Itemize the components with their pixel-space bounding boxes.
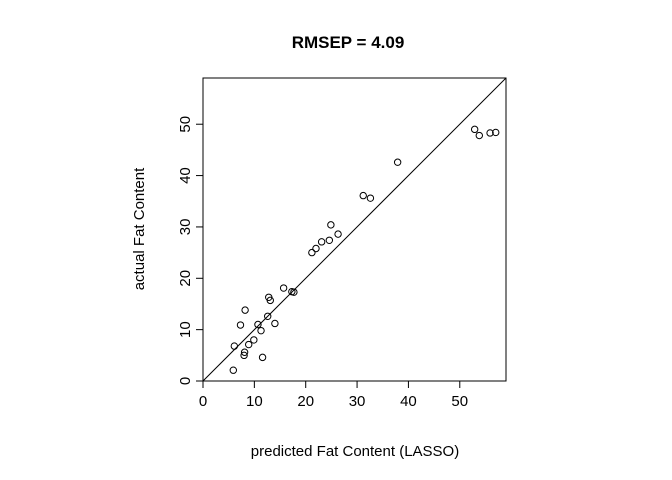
y-tick-label: 30 xyxy=(177,219,194,236)
data-point-3 xyxy=(240,351,248,360)
identity-reference-line xyxy=(202,77,507,382)
data-point-23 xyxy=(334,230,342,238)
y-tick-label: 20 xyxy=(177,270,194,287)
plot-frame xyxy=(202,77,507,382)
data-point-7 xyxy=(250,336,258,344)
x-axis-label: predicted Fat Content (LASSO) xyxy=(251,443,459,460)
data-point-14 xyxy=(271,319,279,328)
y-axis-label: actual Fat Content xyxy=(131,167,148,290)
data-point-11 xyxy=(264,312,272,320)
x-tick-label: 40 xyxy=(400,393,417,410)
y-tick-label: 0 xyxy=(177,377,194,385)
data-point-8 xyxy=(254,320,262,329)
x-tick-label: 10 xyxy=(246,393,263,410)
data-point-25 xyxy=(366,194,375,202)
data-point-1 xyxy=(230,342,239,350)
data-point-21 xyxy=(325,236,334,244)
y-tick-label: 10 xyxy=(177,321,194,338)
data-point-18 xyxy=(308,248,316,257)
data-point-13 xyxy=(266,296,274,305)
data-point-26 xyxy=(393,158,402,166)
data-point-22 xyxy=(327,221,335,229)
data-point-28 xyxy=(475,131,483,140)
x-tick-label: 30 xyxy=(349,393,366,410)
x-tick-label: 50 xyxy=(451,393,468,410)
data-point-9 xyxy=(257,326,265,335)
data-point-4 xyxy=(240,348,249,356)
chart-title: RMSEP = 4.09 xyxy=(292,33,405,52)
data-point-6 xyxy=(245,340,253,349)
data-point-19 xyxy=(312,244,320,253)
data-point-29 xyxy=(486,129,494,137)
data-point-17 xyxy=(290,288,298,296)
data-point-20 xyxy=(317,238,326,246)
axes: 0 10 20 30 40 50 0 10 20 30 40 50 xyxy=(177,116,468,410)
data-point-5 xyxy=(241,306,249,314)
y-tick-label: 40 xyxy=(177,167,194,184)
data-point-2 xyxy=(236,321,245,329)
data-point-15 xyxy=(279,284,288,292)
data-point-27 xyxy=(470,125,479,134)
data-point-10 xyxy=(258,353,267,362)
x-tick-label: 0 xyxy=(199,393,207,410)
y-tick-label: 50 xyxy=(177,116,194,133)
data-points xyxy=(229,125,500,374)
data-point-24 xyxy=(359,191,367,200)
data-point-30 xyxy=(492,128,500,137)
x-tick-label: 20 xyxy=(297,393,314,410)
data-point-0 xyxy=(229,366,238,374)
